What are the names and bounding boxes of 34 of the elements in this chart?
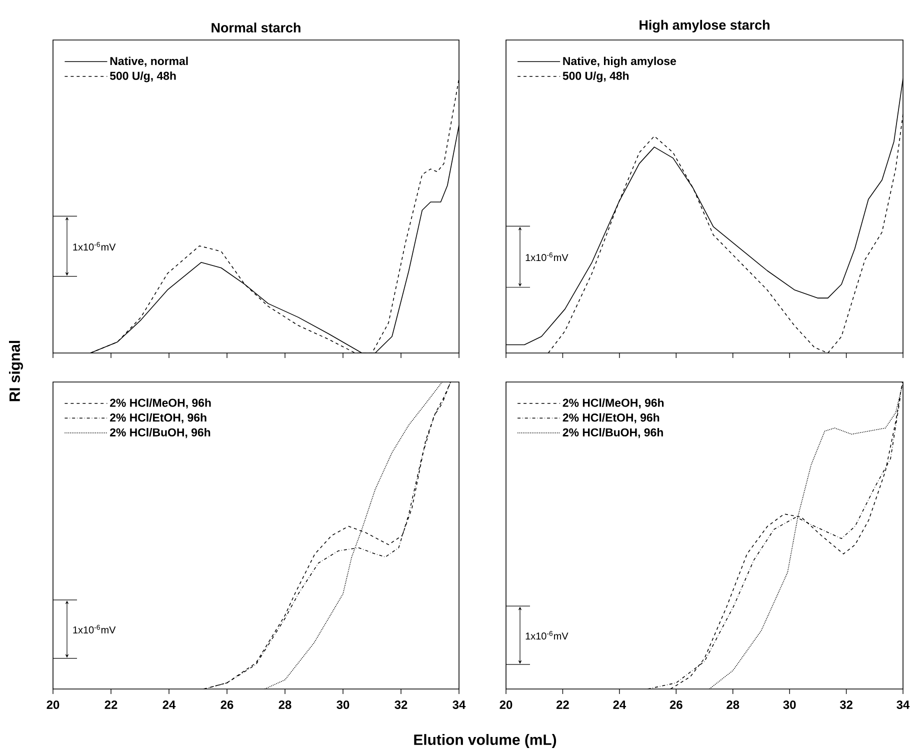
x-axis-title: Elution volume (mL) [414, 734, 556, 748]
x-tick-label: 32 [394, 700, 408, 709]
annotation: 1x10$^{-6}$mV [526, 252, 568, 262]
chart-title: High amylose starch [640, 20, 770, 32]
x-tick-label: 22 [556, 700, 569, 709]
legend-label: 2% HCl/MeOH, 96h [110, 398, 211, 409]
annotation: 1x10$^{-6}$mV [73, 242, 116, 251]
x-tick-label: 24 [162, 700, 176, 709]
x-tick-label: 30 [783, 700, 796, 709]
x-tick-label: 26 [670, 700, 682, 709]
x-tick-label: 32 [840, 700, 852, 709]
legend-label: 2% HCl/MeOH, 96h [562, 398, 664, 409]
legend-label: Native, high amylose [563, 56, 676, 68]
legend-label: 500 U/g, 48h [110, 71, 176, 82]
x-tick-label: 28 [726, 700, 740, 709]
legend-label: Native, normal [110, 56, 188, 67]
chart-title: Normal starch [212, 22, 300, 32]
x-tick-label: 34 [896, 700, 910, 709]
x-tick-label: 30 [336, 700, 350, 709]
x-tick-label: 34 [452, 700, 466, 709]
annotation: 1x10$^{-6}$mV [526, 630, 568, 640]
legend-label: 2% HCl/EtOH, 96h [562, 413, 660, 424]
x-tick-label: 28 [278, 700, 292, 709]
y-axis-title: RI signal [9, 340, 24, 402]
annotation: 1x10$^{-6}$mV [73, 624, 116, 634]
legend-label: 2% HCl/EtOH, 96h [110, 413, 206, 424]
x-tick-label: 26 [220, 700, 234, 709]
legend-label: 2% HCl/BuOH, 96h [110, 428, 210, 438]
legend-label: 500 U/g, 48h [562, 71, 629, 82]
x-tick-label: 20 [46, 700, 60, 709]
x-tick-label: 20 [500, 700, 512, 709]
x-tick-label: 24 [613, 700, 626, 709]
legend-label: 2% HCl/BuOH, 96h [562, 428, 663, 438]
x-tick-label: 22 [104, 700, 118, 709]
